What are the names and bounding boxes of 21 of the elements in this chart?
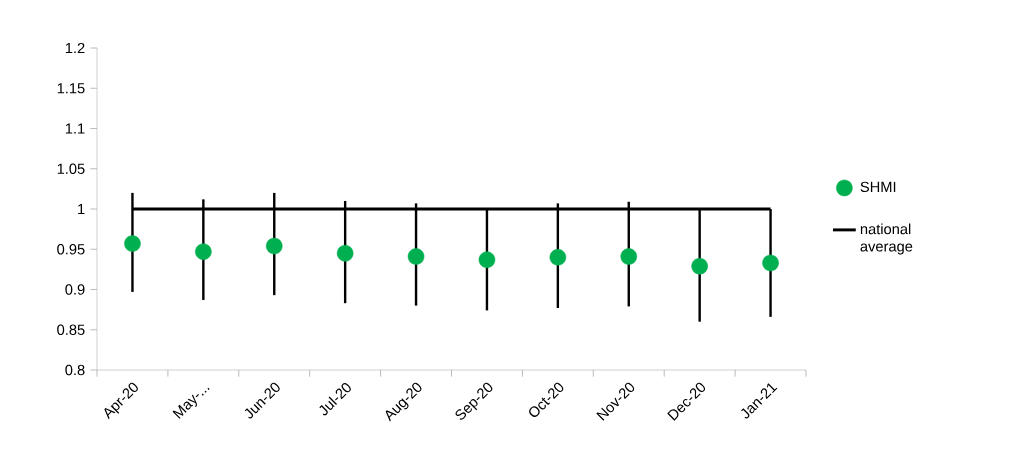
y-tick-label: 1.15	[57, 83, 85, 94]
y-tick-label: 0.8	[65, 364, 85, 376]
point	[762, 254, 779, 272]
y-tick-label: 1.2	[65, 42, 85, 54]
y-tick-label: 0.95	[57, 244, 85, 255]
point	[265, 237, 283, 255]
y-tick-label: 1.1	[65, 123, 85, 134]
point	[549, 249, 567, 266]
point	[620, 248, 638, 265]
point	[407, 248, 425, 265]
point	[691, 257, 708, 275]
y-tick-label: 0.9	[65, 284, 85, 295]
point	[124, 235, 141, 252]
legend-label: SHMI	[860, 181, 896, 193]
point	[195, 243, 212, 260]
point	[336, 245, 354, 262]
legend-label: national average	[860, 223, 913, 255]
y-tick-label: 0.85	[57, 324, 85, 335]
point	[478, 251, 496, 268]
y-tick-label: 1	[78, 203, 85, 215]
y-tick-label: 1.05	[57, 163, 85, 174]
